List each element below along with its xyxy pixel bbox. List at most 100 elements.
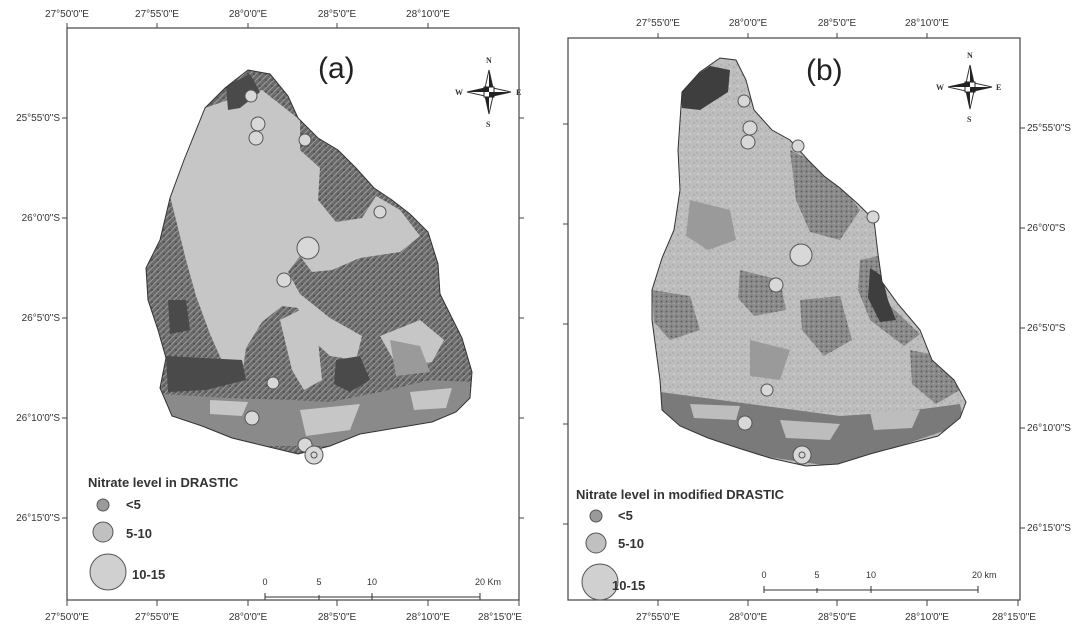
- sample-point: [244, 410, 260, 426]
- north-arrow-icon: [466, 69, 512, 115]
- bottom-tick-label: 28°5'0"E: [818, 612, 857, 623]
- sample-point: [266, 376, 280, 390]
- top-tick-label: 28°5'0"E: [318, 9, 357, 20]
- nitrate-sample-points: [737, 94, 880, 465]
- sample-point: [310, 451, 318, 459]
- top-tick-label: 28°5'0"E: [818, 18, 857, 29]
- sample-point: [296, 236, 320, 260]
- top-tick-label: 28°0'0"E: [729, 18, 768, 29]
- sample-point: [248, 130, 264, 146]
- top-tick-label: 28°10'0"E: [406, 9, 450, 20]
- top-tick-label: 27°55'0"E: [636, 18, 680, 29]
- study-area-map: [146, 70, 472, 454]
- legend-symbol-small: [589, 509, 603, 523]
- bottom-tick-label: 27°55'0"E: [135, 612, 179, 623]
- bottom-axis-ticks: [66, 600, 520, 606]
- top-tick-label: 28°10'0"E: [905, 18, 949, 29]
- bottom-tick-label: 27°55'0"E: [636, 612, 680, 623]
- north-arrow-icon: [947, 64, 993, 110]
- compass-n: N: [967, 51, 973, 60]
- sample-point: [244, 89, 258, 103]
- legend-title: Nitrate level in DRASTIC: [88, 475, 239, 490]
- right-tick-label: 25°55'0"S: [1027, 123, 1071, 134]
- legend-label: <5: [126, 497, 141, 512]
- legend-symbol-large: [581, 563, 619, 601]
- left-axis-ticks: [62, 117, 67, 519]
- bottom-tick-label: 28°15'0"E: [992, 612, 1036, 623]
- sample-point: [760, 383, 774, 397]
- legend-symbol-small: [96, 498, 110, 512]
- sample-point: [798, 451, 806, 459]
- left-axis-ticks: [563, 123, 568, 525]
- compass-e: E: [996, 83, 1001, 92]
- bottom-tick-label: 27°50'0"E: [45, 612, 89, 623]
- map-panel-a: 27°50'0"E 27°55'0"E 28°0'0"E 28°5'0"E 28…: [16, 9, 524, 623]
- bottom-axis-ticks: [657, 600, 1019, 606]
- right-axis-ticks: [519, 117, 524, 519]
- sample-point: [768, 277, 784, 293]
- map-b-svg: 27°55'0"E 28°0'0"E 28°5'0"E 28°10'0"E 27…: [563, 18, 1071, 623]
- top-tick-label: 28°0'0"E: [229, 9, 268, 20]
- bottom-tick-label: 28°5'0"E: [318, 612, 357, 623]
- bottom-tick-label: 28°10'0"E: [905, 612, 949, 623]
- panel-label: (b): [806, 54, 843, 87]
- scale-label: 0: [262, 577, 267, 587]
- scale-label: 5: [316, 577, 321, 587]
- compass-w: W: [455, 88, 463, 97]
- legend-label: <5: [618, 508, 633, 523]
- bottom-tick-label: 28°15'0"E: [478, 612, 522, 623]
- compass-s: S: [967, 115, 972, 124]
- scale-bar: [264, 593, 481, 600]
- left-tick-label: 26°5'0"S: [22, 313, 61, 324]
- top-tick-label: 27°50'0"E: [45, 9, 89, 20]
- top-axis-ticks: [66, 23, 429, 28]
- bottom-tick-label: 28°10'0"E: [406, 612, 450, 623]
- compass-e: E: [516, 88, 521, 97]
- sample-point: [298, 133, 312, 147]
- right-axis-ticks: [1020, 127, 1025, 529]
- sample-point: [791, 139, 805, 153]
- right-tick-label: 26°0'0"S: [1027, 223, 1066, 234]
- study-area-outline: [651, 57, 967, 467]
- scale-label: 5: [814, 570, 819, 580]
- legend-symbol-medium: [92, 521, 114, 543]
- bottom-tick-label: 28°0'0"E: [729, 612, 768, 623]
- map-frame: [567, 37, 1021, 601]
- map-panel-b: 27°55'0"E 28°0'0"E 28°5'0"E 28°10'0"E 27…: [540, 0, 1076, 630]
- sample-point: [737, 94, 751, 108]
- legend-label: 5-10: [618, 536, 644, 551]
- legend-symbol-medium: [585, 532, 607, 554]
- scale-label: 10: [866, 570, 876, 580]
- sample-point: [740, 134, 756, 150]
- right-tick-label: 26°10'0"S: [1027, 423, 1071, 434]
- left-tick-label: 26°10'0"S: [16, 413, 60, 424]
- map-frame: [66, 27, 520, 601]
- sample-point: [250, 116, 266, 132]
- scale-label: 20 km: [972, 570, 997, 580]
- left-tick-label: 26°0'0"S: [22, 213, 61, 224]
- sample-point: [276, 272, 292, 288]
- sample-point: [373, 205, 387, 219]
- legend-label: 10-15: [612, 578, 645, 593]
- bottom-tick-label: 28°0'0"E: [229, 612, 268, 623]
- compass-n: N: [486, 56, 492, 65]
- right-tick-label: 26°5'0"S: [1027, 323, 1066, 334]
- compass-w: W: [936, 83, 944, 92]
- sample-point: [789, 243, 813, 267]
- study-area-map: [652, 58, 966, 466]
- panel-label: (a): [318, 52, 355, 85]
- nitrate-sample-points: [244, 89, 387, 465]
- sample-point: [866, 210, 880, 224]
- scale-label: 10: [367, 577, 377, 587]
- study-area-outline: [145, 69, 473, 455]
- top-tick-label: 27°55'0"E: [135, 9, 179, 20]
- legend-label: 5-10: [126, 526, 152, 541]
- top-axis-ticks: [657, 33, 928, 38]
- sample-point: [737, 415, 753, 431]
- legend-label: 10-15: [132, 567, 165, 582]
- compass-s: S: [486, 120, 491, 129]
- legend-title: Nitrate level in modified DRASTIC: [576, 487, 785, 502]
- legend-symbol-large: [89, 553, 127, 591]
- scale-label: 0: [761, 570, 766, 580]
- scale-bar: [763, 586, 979, 593]
